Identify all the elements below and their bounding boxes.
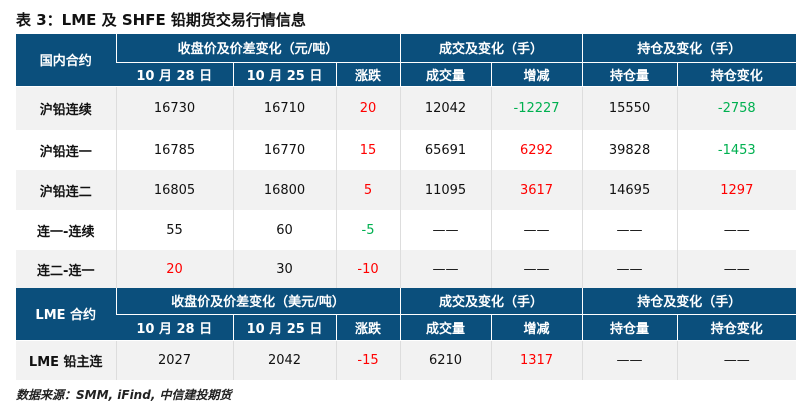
table-row: 沪铅连二 16805 16800 5 11095 3617 14695 1297 (16, 170, 797, 210)
table-row: LME 铅主连 2027 2042 -15 6210 1317 —— —— (16, 340, 797, 380)
price-change: -10 (335, 250, 401, 288)
contract-name: 沪铅连二 (16, 170, 116, 210)
price-date2: 60 (232, 210, 336, 250)
oi-change: —— (676, 210, 797, 250)
header-date2: 10 月 25 日 (232, 314, 336, 341)
header-volume: 成交量 (399, 62, 492, 87)
header-volume: 成交量 (399, 314, 491, 341)
header-volume-group: 成交及变化（手） (399, 34, 583, 63)
open-interest: 39828 (581, 130, 678, 170)
price-change: -15 (335, 340, 400, 380)
table-row: 连一-连续 55 60 -5 —— —— —— —— (16, 210, 797, 250)
volume-change: —— (490, 210, 583, 250)
volume: 6210 (399, 340, 491, 380)
header-change: 涨跌 (335, 62, 401, 87)
table-title: 表 3：LME 及 SHFE 铅期货交易行情信息 (16, 11, 306, 29)
oi-change: -2758 (676, 86, 797, 130)
price-date1: 16785 (115, 130, 233, 170)
price-date2: 30 (232, 250, 336, 288)
price-date2: 16770 (232, 130, 336, 170)
header-price-group: 收盘价及价差变化（元/吨） (115, 34, 401, 63)
header-oi-group: 持仓及变化（手） (581, 288, 797, 315)
open-interest: —— (581, 210, 678, 250)
volume-change: -12227 (490, 86, 583, 130)
price-date1: 20 (115, 250, 233, 288)
volume: 11095 (399, 170, 492, 210)
price-date2: 2042 (232, 340, 336, 380)
table-row: 连二-连一 20 30 -10 —— —— —— —— (16, 250, 797, 288)
table-row: 沪铅连续 16730 16710 20 12042 -12227 15550 -… (16, 86, 797, 130)
volume: —— (399, 250, 492, 288)
price-change: 5 (335, 170, 401, 210)
contract-name: LME 铅主连 (16, 340, 116, 380)
price-date1: 2027 (115, 340, 233, 380)
price-date1: 55 (115, 210, 233, 250)
lme-table: LME 合约 收盘价及价差变化（美元/吨） 成交及变化（手） 持仓及变化（手） … (16, 288, 797, 380)
price-date1: 16805 (115, 170, 233, 210)
price-date2: 16710 (232, 86, 336, 130)
volume-change: 1317 (490, 340, 583, 380)
header-contract: 国内合约 (16, 34, 116, 87)
volume: 12042 (399, 86, 492, 130)
open-interest: 15550 (581, 86, 678, 130)
header-date1: 10 月 28 日 (116, 62, 233, 87)
header-oi: 持仓量 (581, 62, 678, 87)
volume-change: 3617 (490, 170, 583, 210)
header-oi-change: 持仓变化 (676, 62, 797, 87)
price-date1: 16730 (115, 86, 233, 130)
contract-name: 沪铅连续 (16, 86, 116, 130)
header-vol-change: 增减 (490, 62, 583, 87)
oi-change: -1453 (676, 130, 797, 170)
oi-change: —— (676, 340, 797, 380)
header-vol-change: 增减 (490, 314, 583, 341)
price-date2: 16800 (232, 170, 336, 210)
header-contract: LME 合约 (16, 288, 116, 341)
price-change: 15 (335, 130, 401, 170)
header-oi: 持仓量 (581, 314, 678, 341)
price-change: 20 (335, 86, 401, 130)
header-oi-group: 持仓及变化（手） (581, 34, 797, 63)
header-date1: 10 月 28 日 (116, 314, 233, 341)
volume-change: —— (490, 250, 583, 288)
open-interest: —— (581, 250, 678, 288)
header-date2: 10 月 25 日 (232, 62, 336, 87)
table-row: 沪铅连一 16785 16770 15 65691 6292 39828 -14… (16, 130, 797, 170)
contract-name: 连一-连续 (37, 224, 95, 240)
source-note: 数据来源：SMM, iFind, 中信建投期货 (16, 388, 232, 402)
volume: —— (399, 210, 492, 250)
contract-name: 连二-连一 (16, 250, 116, 288)
contract-name: 沪铅连一 (39, 144, 92, 160)
header-oi-change: 持仓变化 (676, 314, 797, 341)
open-interest: —— (581, 340, 678, 380)
price-change: -5 (335, 210, 401, 250)
oi-change: 1297 (676, 170, 797, 210)
header-change: 涨跌 (335, 314, 400, 341)
header-price-group: 收盘价及价差变化（美元/吨） (115, 288, 400, 315)
open-interest: 14695 (581, 170, 678, 210)
domestic-table: 国内合约 收盘价及价差变化（元/吨） 成交及变化（手） 持仓及变化（手） 10 … (16, 34, 797, 288)
header-volume-group: 成交及变化（手） (399, 288, 583, 315)
volume: 65691 (399, 130, 492, 170)
oi-change: —— (676, 250, 797, 288)
volume-change: 6292 (490, 130, 583, 170)
